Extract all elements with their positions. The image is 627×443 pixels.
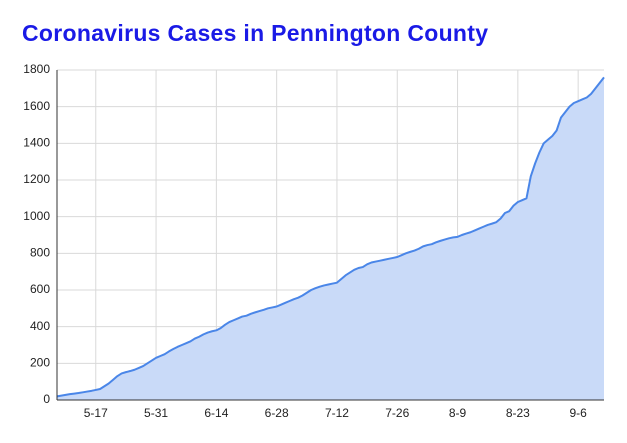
line <box>56 76 605 398</box>
y-tick-label: 1600 <box>23 99 50 113</box>
x-tick-label: 8-23 <box>506 406 530 420</box>
x-tick-label: 6-28 <box>265 406 289 420</box>
x-tick-label: 5-17 <box>84 406 108 420</box>
y-tick-label: 0 <box>43 392 50 406</box>
x-tick-label: 5-31 <box>144 406 168 420</box>
y-tick-label: 1400 <box>23 136 50 150</box>
y-tick-label: 200 <box>30 356 50 370</box>
y-tick-label: 1000 <box>23 209 50 223</box>
x-tick-label: 7-12 <box>325 406 349 420</box>
y-tick-label: 800 <box>30 246 50 260</box>
x-tick-label: 6-14 <box>204 406 228 420</box>
x-tick-label: 8-9 <box>449 406 467 420</box>
y-tick-label: 400 <box>30 319 50 333</box>
y-tick-label: 1200 <box>23 172 50 186</box>
x-tick-label: 7-26 <box>385 406 409 420</box>
y-tick-label: 600 <box>30 282 50 296</box>
x-tick-label: 9-6 <box>569 406 587 420</box>
chart-title: Coronavirus Cases in Pennington County <box>22 20 488 46</box>
area-fill <box>57 77 604 400</box>
y-tick-label: 1800 <box>23 62 50 76</box>
